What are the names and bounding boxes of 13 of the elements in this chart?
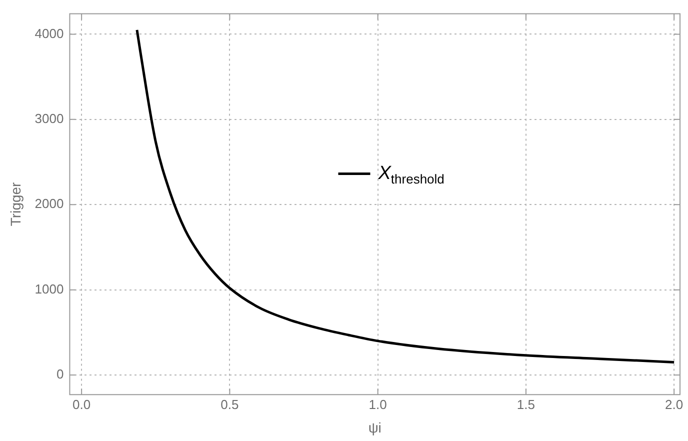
y-tick-label: 4000 [34, 26, 64, 41]
x-axis-title: ψi [368, 419, 382, 436]
x-tick-label: 0.5 [220, 396, 239, 412]
line-series [136, 28, 676, 364]
x-tick-label: 1.0 [368, 396, 387, 412]
y-tick-label: 0 [56, 366, 64, 382]
y-tick-label: 3000 [34, 111, 64, 126]
x-tick-label: 2.0 [665, 396, 684, 412]
y-tick-label: 2000 [34, 196, 64, 212]
x-tick-label: 0.0 [72, 396, 91, 412]
x-tick-label: 1.5 [516, 396, 535, 412]
y-axis-title: Trigger [7, 182, 24, 226]
y-tick-label: 1000 [34, 281, 64, 296]
